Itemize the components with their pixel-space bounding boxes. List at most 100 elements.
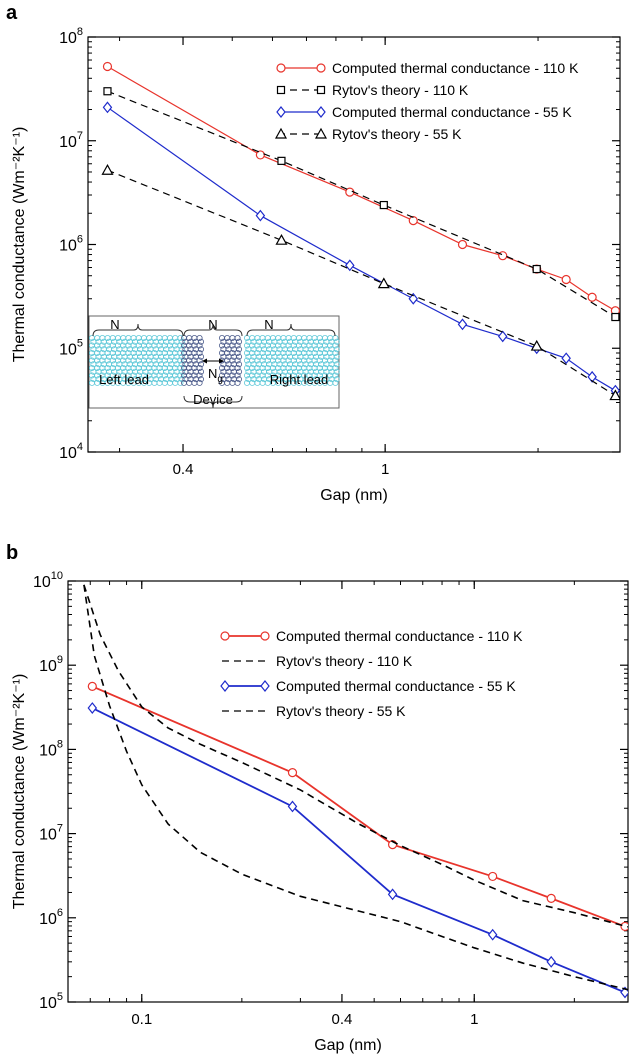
legend-marker: [314, 127, 328, 139]
label-left-lead: Left lead: [99, 372, 149, 387]
y-tick-base: 10: [59, 341, 77, 358]
data-point: [408, 292, 419, 305]
y-tick-exponent: 4: [77, 441, 83, 453]
x-tick-label: 1: [470, 1011, 478, 1028]
series-3: [87, 702, 628, 999]
atom: [234, 349, 241, 356]
data-point: [87, 681, 97, 692]
legend-marker: [316, 63, 326, 73]
atom: [177, 364, 184, 371]
atom: [197, 376, 204, 383]
series-line: [107, 169, 616, 397]
inset-schematic: N N N Left lead Right lead Device Ng: [88, 315, 340, 409]
atom: [234, 372, 241, 379]
x-tick-label: 1: [381, 461, 389, 478]
series-4: [101, 163, 620, 401]
series-4: [83, 584, 628, 991]
series-line: [107, 106, 616, 392]
data-point: [103, 87, 112, 96]
data-point: [457, 318, 468, 331]
data-point: [530, 339, 543, 351]
legend-marker: [260, 680, 270, 692]
legend-label: Rytov's theory - 55 K: [332, 126, 462, 142]
data-point: [498, 251, 508, 261]
right-lead-atoms: [243, 334, 340, 386]
atom: [333, 376, 340, 383]
series-line: [83, 584, 628, 928]
panel-b: b 105 106 107 108 109 1010 0.1 0.4 1 Gap (nm) Ther…: [0, 540, 635, 1054]
y-tick-exponent: 6: [57, 907, 63, 919]
series-line: [107, 65, 616, 312]
atom: [177, 334, 184, 341]
atom: [332, 349, 339, 356]
y-tick-label: 1010: [33, 570, 63, 591]
atom: [234, 379, 241, 386]
y-tick-base: 10: [39, 995, 57, 1012]
data-point: [587, 292, 597, 302]
atom: [196, 334, 203, 341]
data-point: [609, 389, 620, 401]
atom: [177, 349, 184, 356]
series-line: [107, 90, 616, 318]
atom: [234, 364, 241, 371]
y-tick-exponent: 9: [57, 654, 63, 666]
device-right-atoms: [218, 334, 242, 386]
data-point: [345, 259, 355, 272]
data-point: [587, 370, 597, 383]
data-point: [101, 163, 114, 175]
atom: [196, 372, 203, 379]
y-tick-label: 107: [39, 823, 63, 844]
brace-center: [183, 323, 243, 337]
atom: [197, 368, 204, 375]
plot-frame: [67, 580, 629, 1003]
y-tick-base: 10: [39, 742, 57, 759]
y-tick-base: 10: [39, 911, 57, 928]
atom: [177, 379, 184, 386]
y-tick-exponent: 8: [77, 26, 83, 38]
atom: [332, 379, 339, 386]
label-gap-sub: g: [217, 374, 223, 385]
y-tick-label: 108: [59, 26, 83, 47]
y-tick-base: 10: [59, 238, 77, 255]
label-gap: Ng: [208, 366, 223, 385]
data-point: [255, 150, 265, 160]
atom: [333, 368, 340, 375]
x-tick-label: 0.1: [131, 1011, 152, 1028]
y-tick-exponent: 5: [57, 991, 63, 1003]
label-gap-base: N: [208, 366, 217, 381]
y-tick-exponent: 7: [57, 823, 63, 835]
legend-label: Rytov's theory - 55 K: [276, 703, 406, 719]
atom: [234, 357, 241, 364]
label-n-left: N: [110, 317, 119, 332]
y-axis-label: Thermal conductance (Wm⁻²K⁻¹): [11, 674, 28, 910]
y-tick-base: 10: [39, 658, 57, 675]
panel-a: a 104 105 106 107 108 0.4 1 Gap (nm) Thermal con…: [0, 0, 635, 520]
atom: [197, 346, 204, 353]
data-point: [102, 61, 113, 72]
atom: [235, 346, 242, 353]
atom: [235, 361, 242, 368]
y-tick-base: 10: [59, 30, 77, 47]
legend-marker: [274, 127, 288, 139]
y-axis-label: Thermal conductance (Wm⁻²K⁻¹): [11, 127, 28, 363]
series-line: [83, 584, 628, 991]
atom: [177, 357, 184, 364]
data-point: [546, 955, 556, 968]
y-tick-label: 108: [39, 738, 63, 759]
y-tick-label: 105: [39, 991, 63, 1012]
data-point: [102, 101, 113, 114]
x-tick-label: 0.4: [173, 461, 194, 478]
data-point: [287, 800, 298, 813]
atom: [332, 372, 339, 379]
y-tick-exponent: 6: [77, 234, 83, 246]
gap-arrowhead-right: [219, 358, 224, 364]
data-point: [561, 352, 571, 365]
data-point: [87, 702, 98, 714]
atom: [235, 353, 242, 360]
label-n-right: N: [264, 317, 273, 332]
legend-label: Computed thermal conductance - 55 K: [276, 678, 516, 694]
y-tick-exponent: 7: [77, 130, 83, 142]
panel-a-letter: a: [6, 2, 18, 24]
label-n-center: N: [208, 317, 217, 332]
